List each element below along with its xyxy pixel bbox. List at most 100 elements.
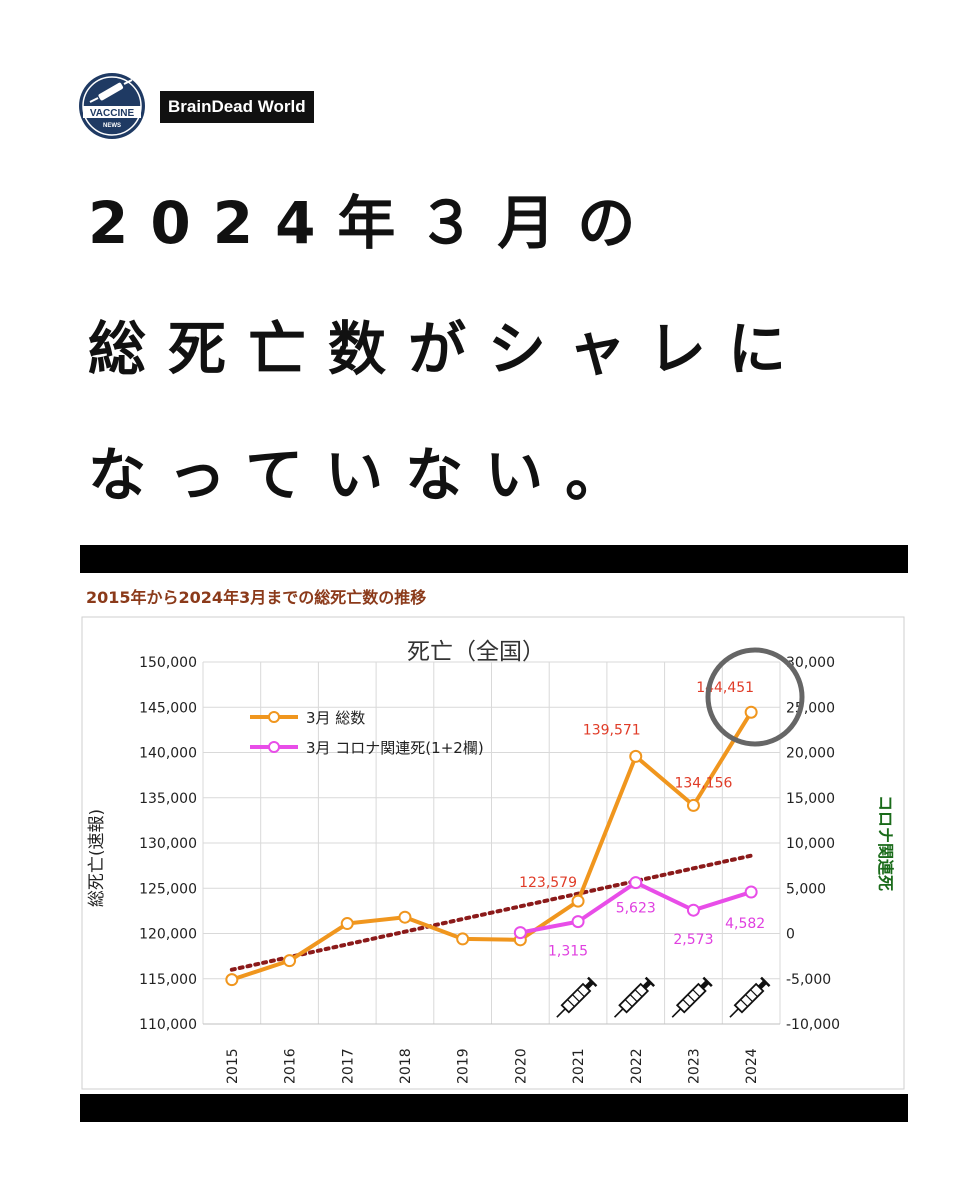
series-1-point-2023 <box>686 903 700 917</box>
x-tick-2021: 2021 <box>571 1048 587 1084</box>
vaccine-news-logo: VACCINE NEWS <box>79 73 145 139</box>
syringe-icon-2024 <box>729 976 771 1018</box>
x-tick-2016: 2016 <box>283 1048 299 1084</box>
series-0-point-2019 <box>456 932 470 946</box>
y-tick-left-5: 135,000 <box>139 791 197 807</box>
series-0-point-2015 <box>225 973 239 987</box>
series-layer <box>225 705 758 987</box>
headline-line-1: 2024年３月の <box>88 189 658 257</box>
top-divider-bar <box>80 545 908 573</box>
syringe-icon-2023 <box>671 976 713 1018</box>
brand-tag[interactable]: BrainDead World <box>160 91 314 123</box>
y-tick-right-7: 25,000 <box>786 700 835 716</box>
trendline <box>229 853 754 972</box>
series-1-point-2022 <box>629 876 643 890</box>
headline-line-2: 総死亡数がシャレに <box>88 315 809 383</box>
bottom-divider-bar <box>80 1094 908 1122</box>
y-tick-left-2: 120,000 <box>139 927 197 943</box>
mortality-chart: 110,000 115,000 120,000 125,000 130,000 135,0… <box>81 616 905 1090</box>
syringe-needle <box>671 1008 682 1018</box>
y-axis-right-label: コロナ関連死 <box>876 795 895 891</box>
logo-top-text: VACCINE <box>90 108 135 119</box>
series-0-point-2023 <box>686 798 700 812</box>
trend-layer <box>229 853 754 972</box>
y-tick-right-4: 10,000 <box>786 836 835 852</box>
series-1-label-2021: 1,315 <box>548 944 588 960</box>
x-tick-2017: 2017 <box>340 1048 356 1084</box>
x-tick-2024: 2024 <box>744 1048 760 1084</box>
syringe-mark-2 <box>629 994 638 1003</box>
y-tick-right-8: 30,000 <box>786 655 835 671</box>
series-0-point-2022 <box>629 749 643 763</box>
series-0-label-2021: 123,579 <box>519 875 577 891</box>
chart-legend: 3月 総数 3月 コロナ関連死(1+2欄) <box>250 709 484 757</box>
series-1-label-2022: 5,623 <box>616 901 656 917</box>
syringe-icon <box>89 79 133 103</box>
y-tick-right-0: -10,000 <box>786 1017 840 1033</box>
y-tick-left-0: 110,000 <box>139 1017 197 1033</box>
syringe-mark-3 <box>750 989 758 998</box>
legend-marker-corona <box>268 741 280 753</box>
series-1-point-2024 <box>744 885 758 899</box>
series-1-label-2024: 4,582 <box>725 916 765 932</box>
x-tick-2018: 2018 <box>398 1048 414 1084</box>
x-tick-2023: 2023 <box>686 1048 702 1084</box>
syringe-icon-2021 <box>556 976 598 1018</box>
syringe-layer <box>556 976 771 1018</box>
y-tick-right-6: 20,000 <box>786 746 835 762</box>
headline-line-3: なっていない。 <box>88 441 646 509</box>
x-tick-2015: 2015 <box>225 1048 241 1084</box>
y-tick-right-3: 5,000 <box>786 881 826 897</box>
syringe-icon-2022 <box>613 976 656 1018</box>
syringe-handle <box>702 976 713 987</box>
x-tick-2020: 2020 <box>513 1048 529 1084</box>
syringe-handle <box>587 976 598 987</box>
legend-label-total: 3月 総数 <box>306 709 365 727</box>
syringe-mark-1 <box>624 999 633 1008</box>
chart-panel <box>80 573 908 1094</box>
y-tick-right-1: -5,000 <box>786 972 831 988</box>
series-1-label-2023: 2,573 <box>673 932 713 948</box>
syringe-mark-3 <box>634 989 643 998</box>
x-tick-2019: 2019 <box>456 1048 472 1084</box>
syringe-mark-2 <box>687 994 696 1003</box>
x-tick-2022: 2022 <box>629 1048 645 1084</box>
series-1-point-2021 <box>571 915 585 929</box>
y-tick-right-5: 15,000 <box>786 791 835 807</box>
logo-bottom-text: NEWS <box>103 123 121 129</box>
series-0-label-2023: 134,156 <box>674 775 732 791</box>
syringe-mark-3 <box>692 989 701 998</box>
y-tick-left-3: 125,000 <box>139 881 197 897</box>
series-1-point-2020 <box>513 926 527 940</box>
series-0-point-2017 <box>340 917 354 931</box>
y-tick-right-2: 0 <box>786 927 795 943</box>
series-0-point-2021 <box>571 894 585 908</box>
y-tick-left-1: 115,000 <box>139 972 197 988</box>
syringe-mark-2 <box>571 994 580 1003</box>
y-tick-left-4: 130,000 <box>139 836 197 852</box>
syringe-mark-1 <box>740 999 749 1008</box>
series-0-label-2024: 144,451 <box>696 680 754 696</box>
syringe-needle <box>613 1008 624 1018</box>
syringe-handle <box>760 976 771 987</box>
series-0-point-2016 <box>283 954 297 968</box>
label-layer: 123,579 139,571 134,156 144,451 1,315 5,623 2,… <box>519 680 765 959</box>
syringe-needle <box>729 1008 739 1018</box>
syringe-handle <box>644 976 656 987</box>
y-axis-left-label: 総死亡(速報) <box>87 809 107 907</box>
chart-frame <box>81 616 905 1090</box>
series-0-point-2024 <box>744 705 758 719</box>
y-tick-left-8: 150,000 <box>139 655 197 671</box>
series-0-point-2018 <box>398 910 412 924</box>
syringe-mark-2 <box>745 994 753 1003</box>
syringe-mark-3 <box>576 989 585 998</box>
syringe-mark-1 <box>567 999 575 1008</box>
highlight-circle <box>705 647 805 747</box>
legend-label-corona: 3月 コロナ関連死(1+2欄) <box>306 739 484 757</box>
series-0-label-2022: 139,571 <box>583 722 641 738</box>
chart-title: 死亡（全国） <box>407 639 545 665</box>
y-tick-left-7: 145,000 <box>139 700 197 716</box>
headline: 2024年３月の 総死亡数がシャレに なっていない。 <box>88 160 948 538</box>
chart-heading: 2015年から2024年3月までの総死亡数の推移 <box>86 588 427 607</box>
legend-marker-total <box>268 711 280 723</box>
